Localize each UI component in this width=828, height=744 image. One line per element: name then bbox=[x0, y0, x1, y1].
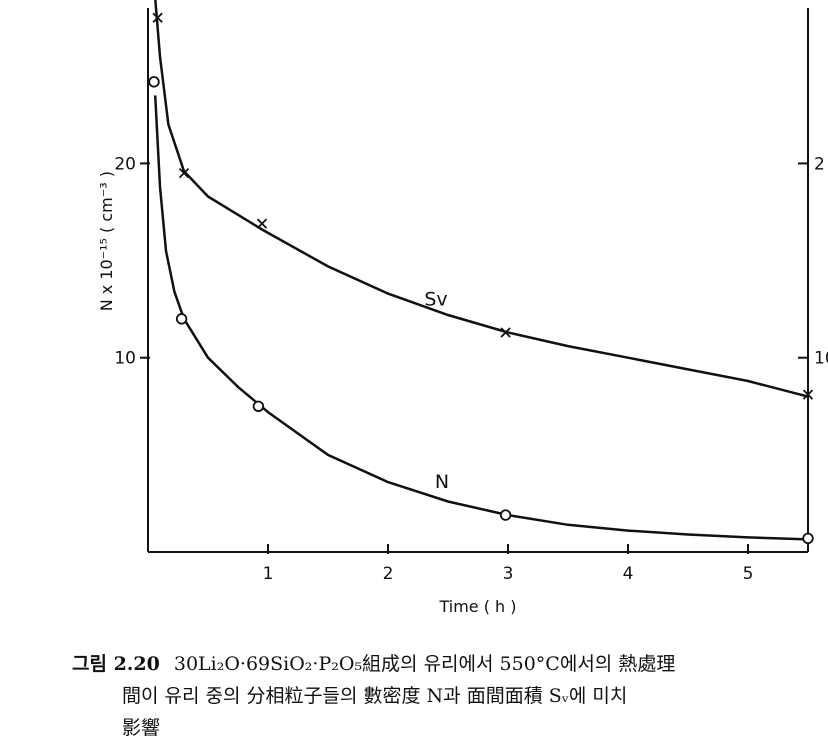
right-y-tick-label: 10 bbox=[814, 349, 828, 369]
point-stroke bbox=[500, 327, 511, 338]
x-tick-label: 1 bbox=[263, 564, 274, 584]
caption-line-2: 間이 유리 중의 分相粒子들의 數密度 N과 面間面積 Sᵥ에 미치 bbox=[122, 685, 628, 707]
figure-caption: 그림 2.20 30Li₂O·69SiO₂·P₂O₅組成의 유리에서 550°C에… bbox=[72, 648, 828, 744]
y-tick-label: 20 bbox=[114, 154, 136, 174]
y-axis-title: N x 10⁻¹⁵ ( cm⁻³ ) bbox=[97, 171, 116, 311]
point-stroke bbox=[256, 218, 268, 229]
series-n-line bbox=[153, 95, 809, 541]
x-tick-label: 3 bbox=[503, 564, 514, 584]
curves bbox=[153, 0, 809, 541]
caption-line-1: 30Li₂O·69SiO₂·P₂O₅組成의 유리에서 550°C에서의 熱處理 bbox=[173, 653, 676, 675]
point-stroke bbox=[178, 168, 190, 179]
series-n-point bbox=[148, 76, 160, 88]
series-n-point bbox=[802, 532, 814, 545]
x-axis-title: Time ( h ) bbox=[438, 597, 516, 616]
x-tick-label: 5 bbox=[743, 564, 754, 584]
series-sv-label: Sv bbox=[424, 288, 447, 310]
series-n-point bbox=[175, 313, 188, 325]
x-tick-label: 4 bbox=[623, 564, 634, 584]
point-stroke bbox=[802, 389, 814, 400]
series-sv-line bbox=[154, 0, 809, 398]
labels: 1 2 3 4 5 10 20 10 2 Time ( h ) N x 10⁻¹⁵ ( cm⁻³ )… bbox=[97, 154, 828, 616]
caption-line-3: 影響 bbox=[122, 717, 161, 739]
markers bbox=[148, 12, 814, 545]
y-tick-label: 10 bbox=[114, 349, 136, 369]
x-tick-label: 2 bbox=[383, 564, 394, 584]
series-sv-point bbox=[802, 389, 814, 400]
caption-number: 그림 2.20 bbox=[72, 653, 160, 675]
series-sv-point bbox=[500, 327, 511, 338]
right-y-tick-label: 2 bbox=[814, 154, 825, 174]
axes bbox=[140, 8, 809, 554]
point-stroke bbox=[152, 12, 163, 23]
series-sv-point bbox=[178, 168, 190, 179]
series-n-point bbox=[499, 509, 512, 521]
chart: 1 2 3 4 5 10 20 10 2 Time ( h ) N x 10⁻¹⁵ ( cm⁻³ )… bbox=[97, 0, 828, 616]
series-n-point bbox=[252, 400, 265, 412]
series-sv-point bbox=[256, 218, 268, 229]
series-sv-point bbox=[152, 12, 163, 23]
series-n-label: N bbox=[435, 471, 449, 493]
